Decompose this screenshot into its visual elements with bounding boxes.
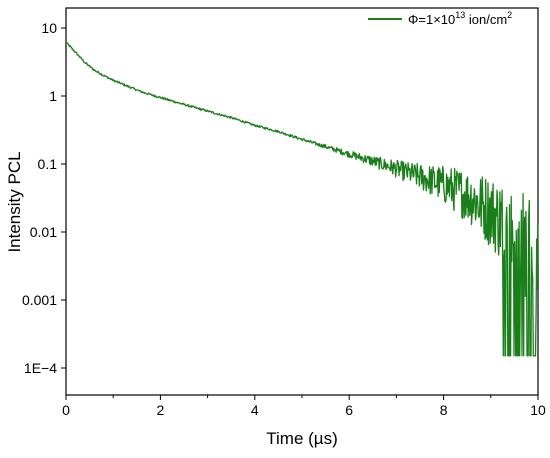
- y-tick-label: 1E−4: [24, 360, 57, 376]
- x-tick-label: 0: [62, 402, 70, 418]
- x-axis-label: Time (µs): [266, 429, 338, 448]
- y-tick-label: 0.1: [38, 156, 58, 172]
- y-tick-label: 0.01: [30, 224, 57, 240]
- x-tick-label: 2: [157, 402, 165, 418]
- legend: Φ=1×1013 ion/cm2: [368, 10, 512, 27]
- series-line: [65, 41, 539, 357]
- y-tick-label: 0.001: [22, 292, 57, 308]
- y-axis-ticks: 10 1 0.1 0.01 0.001 1E−4: [22, 20, 66, 376]
- x-tick-label: 10: [530, 402, 546, 418]
- legend-label: Φ=1×1013 ion/cm2: [408, 10, 512, 27]
- x-tick-label: 8: [440, 402, 448, 418]
- y-axis-label: Intensity PCL: [5, 151, 24, 252]
- y-tick-label: 1: [49, 88, 57, 104]
- x-tick-label: 6: [345, 402, 353, 418]
- x-tick-label: 4: [251, 402, 259, 418]
- y-tick-label: 10: [41, 20, 57, 36]
- x-axis-ticks: 0 2 4 6 8 10: [62, 395, 546, 418]
